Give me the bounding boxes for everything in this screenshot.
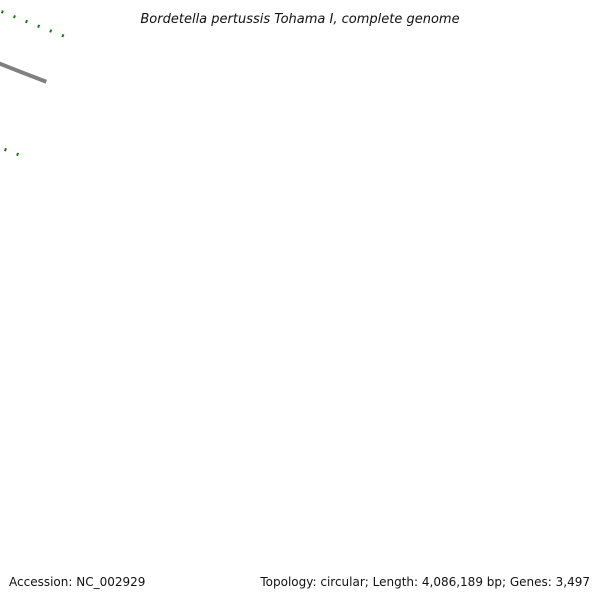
accession-text: Accession: NC_002929	[9, 575, 145, 589]
topology-summary: Topology: circular; Length: 4,086,189 bp…	[259, 575, 590, 589]
inner-scale-ring	[0, 9, 65, 38]
genome-backbone	[0, 61, 48, 84]
backbone-layer	[0, 61, 48, 84]
map-title: Bordetella pertussis Tohama I, complete …	[140, 12, 459, 27]
outer-scale-ring	[0, 145, 20, 157]
